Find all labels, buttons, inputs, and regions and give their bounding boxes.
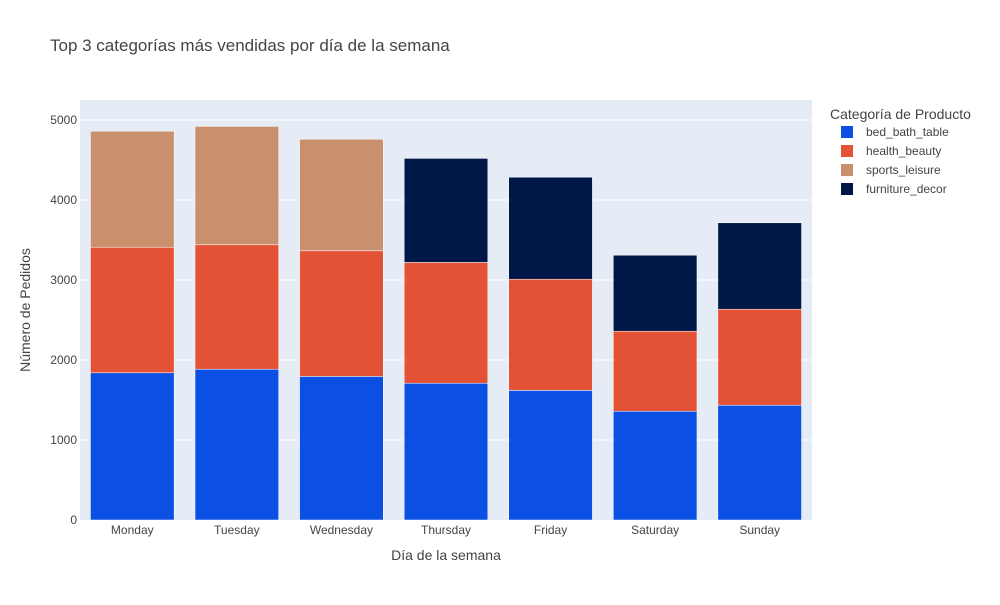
x-tick-labels: Monday Tuesday Wednesday Thursday Friday Satu… [111,523,780,537]
y-tick-labels: 0 1000 2000 3000 4000 5000 [50,113,77,527]
bar-health_beauty-tuesday[interactable] [194,244,279,370]
y-tick-label: 0 [70,513,77,527]
x-tick-label: Wednesday [310,523,373,537]
y-tick-label: 1000 [50,433,77,447]
x-axis-label: Día de la semana [391,547,501,563]
bar-health_beauty-saturday[interactable] [613,330,698,412]
x-tick-label: Thursday [421,523,471,537]
bar-bed_bath_table-saturday[interactable] [613,410,698,521]
bar-sports_leisure-tuesday[interactable] [194,126,279,246]
bar-furniture_decor-friday[interactable] [508,176,593,280]
bars [90,126,802,521]
bar-furniture_decor-thursday[interactable] [403,158,489,263]
chart-title: Top 3 categorías más vendidas por día de… [50,36,450,55]
x-tick-label: Saturday [631,523,679,537]
legend-label: furniture_decor [866,182,947,196]
legend-swatch [841,164,853,176]
bar-health_beauty-monday[interactable] [90,246,175,374]
legend-label: sports_leisure [866,163,941,177]
bar-bed_bath_table-tuesday[interactable] [194,368,279,521]
x-tick-label: Sunday [739,523,780,537]
bar-bed_bath_table-sunday[interactable] [717,404,802,521]
bar-bed_bath_table-monday[interactable] [90,372,175,521]
legend-swatch [841,126,853,138]
y-tick-label: 5000 [50,113,77,127]
legend-item-furniture_decor[interactable]: furniture_decor [841,182,947,196]
x-tick-label: Friday [534,523,567,537]
bar-bed_bath_table-thursday[interactable] [403,382,489,521]
bar-health_beauty-wednesday[interactable] [299,250,384,377]
bar-sports_leisure-wednesday[interactable] [299,138,384,252]
legend: Categoría de Producto bed_bath_tableheal… [830,106,971,196]
legend-label: health_beauty [866,144,941,158]
bar-health_beauty-friday[interactable] [508,278,593,391]
legend-swatch [841,183,853,195]
y-tick-label: 2000 [50,353,77,367]
legend-swatch [841,145,853,157]
legend-label: bed_bath_table [866,125,949,139]
legend-item-health_beauty[interactable]: health_beauty [841,144,941,158]
y-axis-label: Número de Pedidos [17,248,33,372]
legend-items: bed_bath_table health_beauty sports_leisur… [841,125,949,196]
legend-item-sports_leisure[interactable]: sports_leisure [841,163,941,177]
y-tick-label: 4000 [50,193,77,207]
bar-bed_bath_table-wednesday[interactable] [299,376,384,521]
bar-health_beauty-sunday[interactable] [717,308,802,406]
legend-title: Categoría de Producto [830,106,971,122]
legend-item-bed_bath_table[interactable]: bed_bath_table [841,125,949,139]
x-tick-label: Monday [111,523,154,537]
bar-sports_leisure-monday[interactable] [90,130,175,248]
bar-health_beauty-thursday[interactable] [403,262,489,384]
bar-bed_bath_table-friday[interactable] [508,390,593,521]
y-tick-label: 3000 [50,273,77,287]
bar-furniture_decor-saturday[interactable] [613,254,698,332]
x-tick-label: Tuesday [214,523,260,537]
bar-furniture_decor-sunday[interactable] [717,222,802,310]
